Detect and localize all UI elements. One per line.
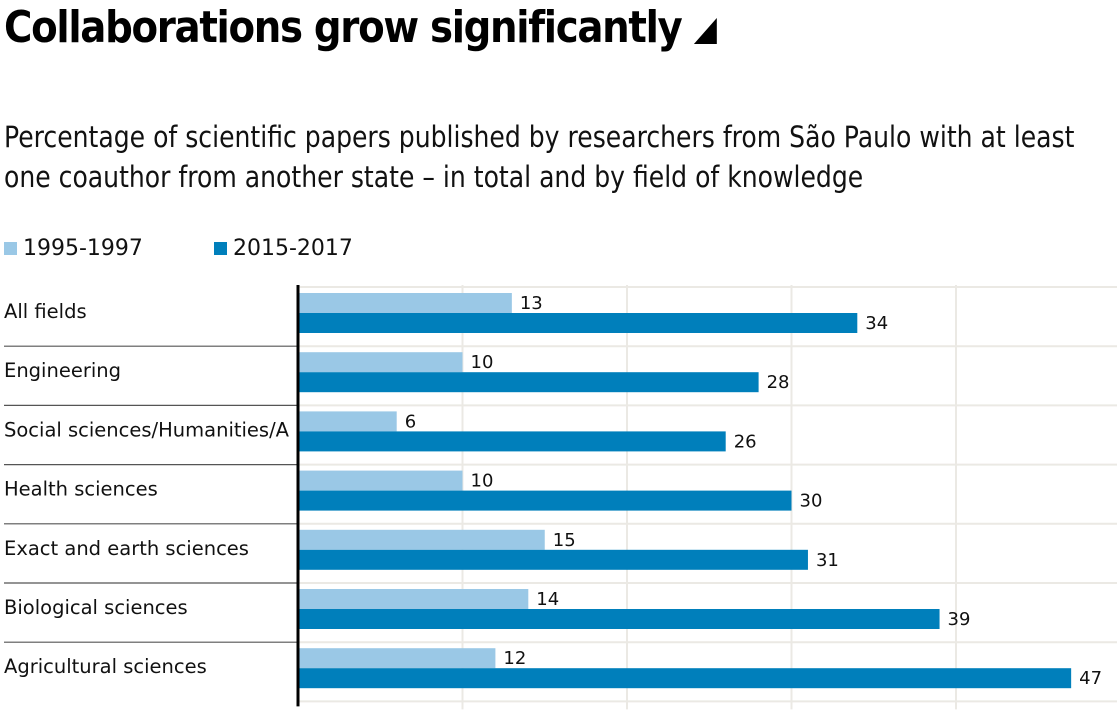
bar-1995-1997	[298, 589, 529, 609]
bar-1995-1997	[298, 529, 545, 550]
triangle-icon	[693, 18, 717, 44]
data-label: 47	[1079, 668, 1102, 689]
category-label: Engineering	[4, 359, 121, 382]
data-label: 30	[800, 491, 823, 512]
chart-subtitle: Percentage of scientific papers publishe…	[4, 120, 1075, 194]
legend-item-1995-1997: 1995-1997	[4, 236, 214, 261]
legend-swatch-1995-1997	[4, 242, 17, 255]
bar-2015-2017	[298, 313, 858, 333]
data-label: 34	[865, 313, 888, 334]
category-label: Agricultural sciences	[4, 655, 207, 678]
bar-2015-2017	[298, 372, 759, 393]
data-label: 14	[536, 589, 559, 610]
data-label: 13	[520, 293, 543, 314]
data-label: 31	[816, 550, 839, 571]
data-label: 28	[767, 372, 790, 393]
legend-label: 1995-1997	[23, 236, 143, 261]
category-label: Health sciences	[4, 478, 158, 501]
data-label: 26	[734, 431, 757, 452]
bar-2015-2017	[298, 609, 940, 629]
data-label: 10	[471, 471, 494, 492]
bar-1995-1997	[298, 411, 397, 432]
data-label: 39	[948, 609, 971, 630]
category-label: Social sciences/Humanities/A	[4, 418, 290, 441]
category-label: Exact and earth sciences	[4, 537, 249, 560]
legend: 1995-1997 2015-2017	[4, 236, 424, 261]
data-label: 6	[405, 411, 416, 432]
legend-label: 2015-2017	[233, 236, 353, 261]
bar-2015-2017	[298, 490, 792, 511]
bar-1995-1997	[298, 293, 512, 313]
chart-title: Collaborations grow significantly	[4, 2, 717, 53]
bar-2015-2017	[298, 549, 808, 570]
bar-1995-1997	[298, 352, 463, 373]
bar-2015-2017	[298, 431, 726, 452]
category-label: All fields	[4, 300, 87, 323]
legend-item-2015-2017: 2015-2017	[214, 236, 424, 261]
chart-title-text: Collaborations grow significantly	[4, 2, 683, 53]
data-label: 10	[471, 352, 494, 373]
bar-2015-2017	[298, 668, 1072, 689]
category-label: Biological sciences	[4, 596, 188, 619]
data-label: 12	[503, 648, 526, 669]
data-label: 15	[553, 530, 576, 551]
bar-1995-1997	[298, 648, 496, 669]
legend-swatch-2015-2017	[214, 242, 227, 255]
bar-1995-1997	[298, 470, 463, 491]
